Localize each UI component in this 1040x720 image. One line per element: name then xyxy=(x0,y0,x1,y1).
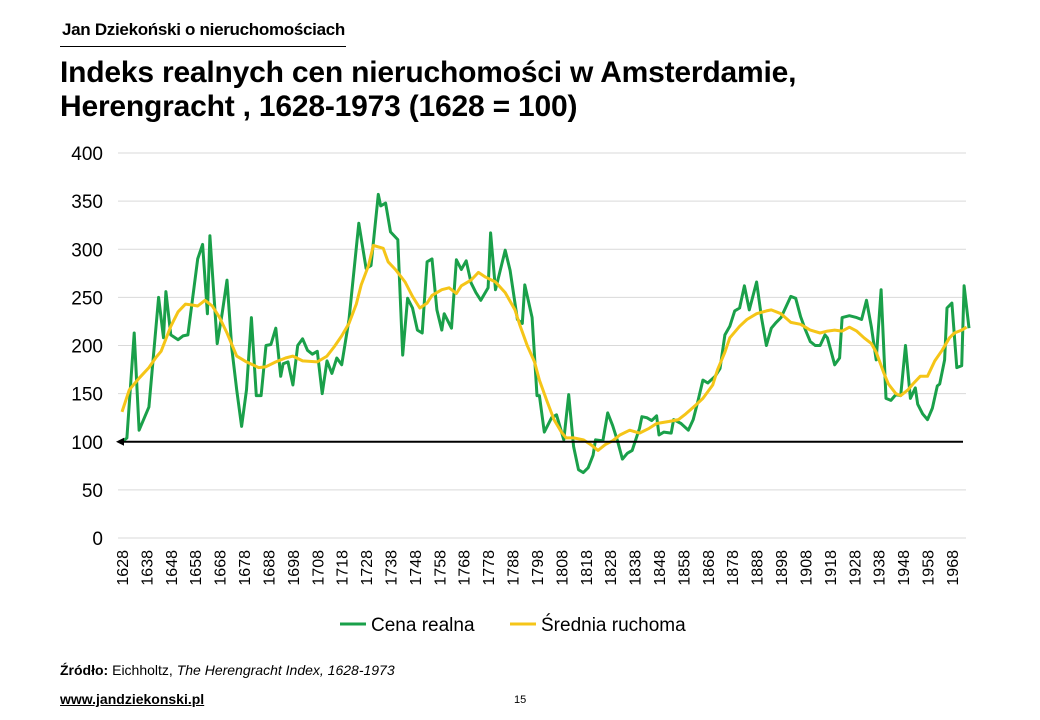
x-tick-label: 1838 xyxy=(628,550,645,586)
series-lines xyxy=(116,192,971,475)
chart-title: Indeks realnych cen nieruchomości w Amst… xyxy=(60,56,796,124)
x-tick-label: 1818 xyxy=(579,550,596,586)
y-tick-label: 0 xyxy=(92,529,103,550)
x-tick-label: 1788 xyxy=(506,550,523,586)
y-tick-label: 300 xyxy=(71,240,103,261)
x-tick-label: 1678 xyxy=(237,550,254,586)
y-tick-label: 50 xyxy=(82,481,103,502)
source-label: Źródło: xyxy=(60,662,109,678)
x-tick-label: 1808 xyxy=(554,550,571,586)
y-tick-label: 150 xyxy=(71,385,103,406)
legend: Cena realna Średnia ruchoma xyxy=(340,614,686,636)
x-tick-label: 1688 xyxy=(261,550,278,586)
x-tick-label: 1918 xyxy=(823,550,840,586)
y-tick-label: 200 xyxy=(71,337,103,358)
x-tick-label: 1858 xyxy=(676,550,693,586)
x-tick-label: 1878 xyxy=(725,550,742,586)
series-line-cena-realna xyxy=(121,192,971,475)
x-tick-label: 1748 xyxy=(408,550,425,586)
arrow-icon xyxy=(116,437,124,446)
x-tick-label: 1768 xyxy=(457,550,474,586)
x-tick-label: 1708 xyxy=(310,550,327,586)
brand-underline xyxy=(60,46,346,47)
x-tick-label: 1668 xyxy=(213,550,230,586)
series-line-srednia-ruchoma xyxy=(120,243,968,452)
x-tick-label: 1738 xyxy=(384,550,401,586)
legend-label-srednia-ruchoma: Średnia ruchoma xyxy=(541,614,686,636)
x-tick-label: 1698 xyxy=(286,550,303,586)
x-tick-label: 1828 xyxy=(603,550,620,586)
source-note: Źródło: Eichholtz, The Herengracht Index… xyxy=(60,662,395,678)
x-tick-label: 1628 xyxy=(115,550,132,586)
y-tick-label: 350 xyxy=(71,192,103,213)
x-tick-label: 1728 xyxy=(359,550,376,586)
source-author: Eichholtz, xyxy=(108,662,177,678)
x-tick-label: 1968 xyxy=(945,550,962,586)
x-tick-label: 1778 xyxy=(481,550,498,586)
x-tick-label: 1638 xyxy=(139,550,156,586)
x-tick-label: 1658 xyxy=(188,550,205,586)
y-tick-label: 400 xyxy=(71,144,103,165)
title-line-2: Herengracht , 1628-1973 (1628 = 100) xyxy=(60,90,578,123)
page-number: 15 xyxy=(514,694,527,706)
x-tick-label: 1888 xyxy=(750,550,767,586)
y-tick-label: 250 xyxy=(71,288,103,309)
x-tick-label: 1928 xyxy=(847,550,864,586)
website-link[interactable]: www.jandziekonski.pl xyxy=(60,691,205,707)
x-axis-ticks: 1628 1638 1648 1658 1668 1678 1688 1698 1708 1718… xyxy=(115,550,962,586)
x-tick-label: 1848 xyxy=(652,550,669,586)
source-title: The Herengracht Index, 1628-1973 xyxy=(176,662,395,678)
y-axis-ticks: 0 50 100 150 200 250 300 350 400 xyxy=(71,144,103,550)
x-tick-label: 1938 xyxy=(872,550,889,586)
x-tick-label: 1948 xyxy=(896,550,913,586)
title-line-1: Indeks realnych cen nieruchomości w Amst… xyxy=(60,56,797,89)
x-tick-label: 1798 xyxy=(530,550,547,586)
x-tick-label: 1868 xyxy=(701,550,718,586)
x-tick-label: 1898 xyxy=(774,550,791,586)
x-tick-label: 1648 xyxy=(164,550,181,586)
gridlines xyxy=(118,152,966,539)
y-tick-label: 100 xyxy=(71,433,103,454)
brand-header: Jan Dziekoński o nieruchomościach xyxy=(62,20,345,39)
legend-label-cena-realna: Cena realna xyxy=(371,615,475,636)
x-tick-label: 1718 xyxy=(335,550,352,586)
x-tick-label: 1908 xyxy=(798,550,815,586)
x-tick-label: 1958 xyxy=(921,550,938,586)
x-tick-label: 1758 xyxy=(432,550,449,586)
